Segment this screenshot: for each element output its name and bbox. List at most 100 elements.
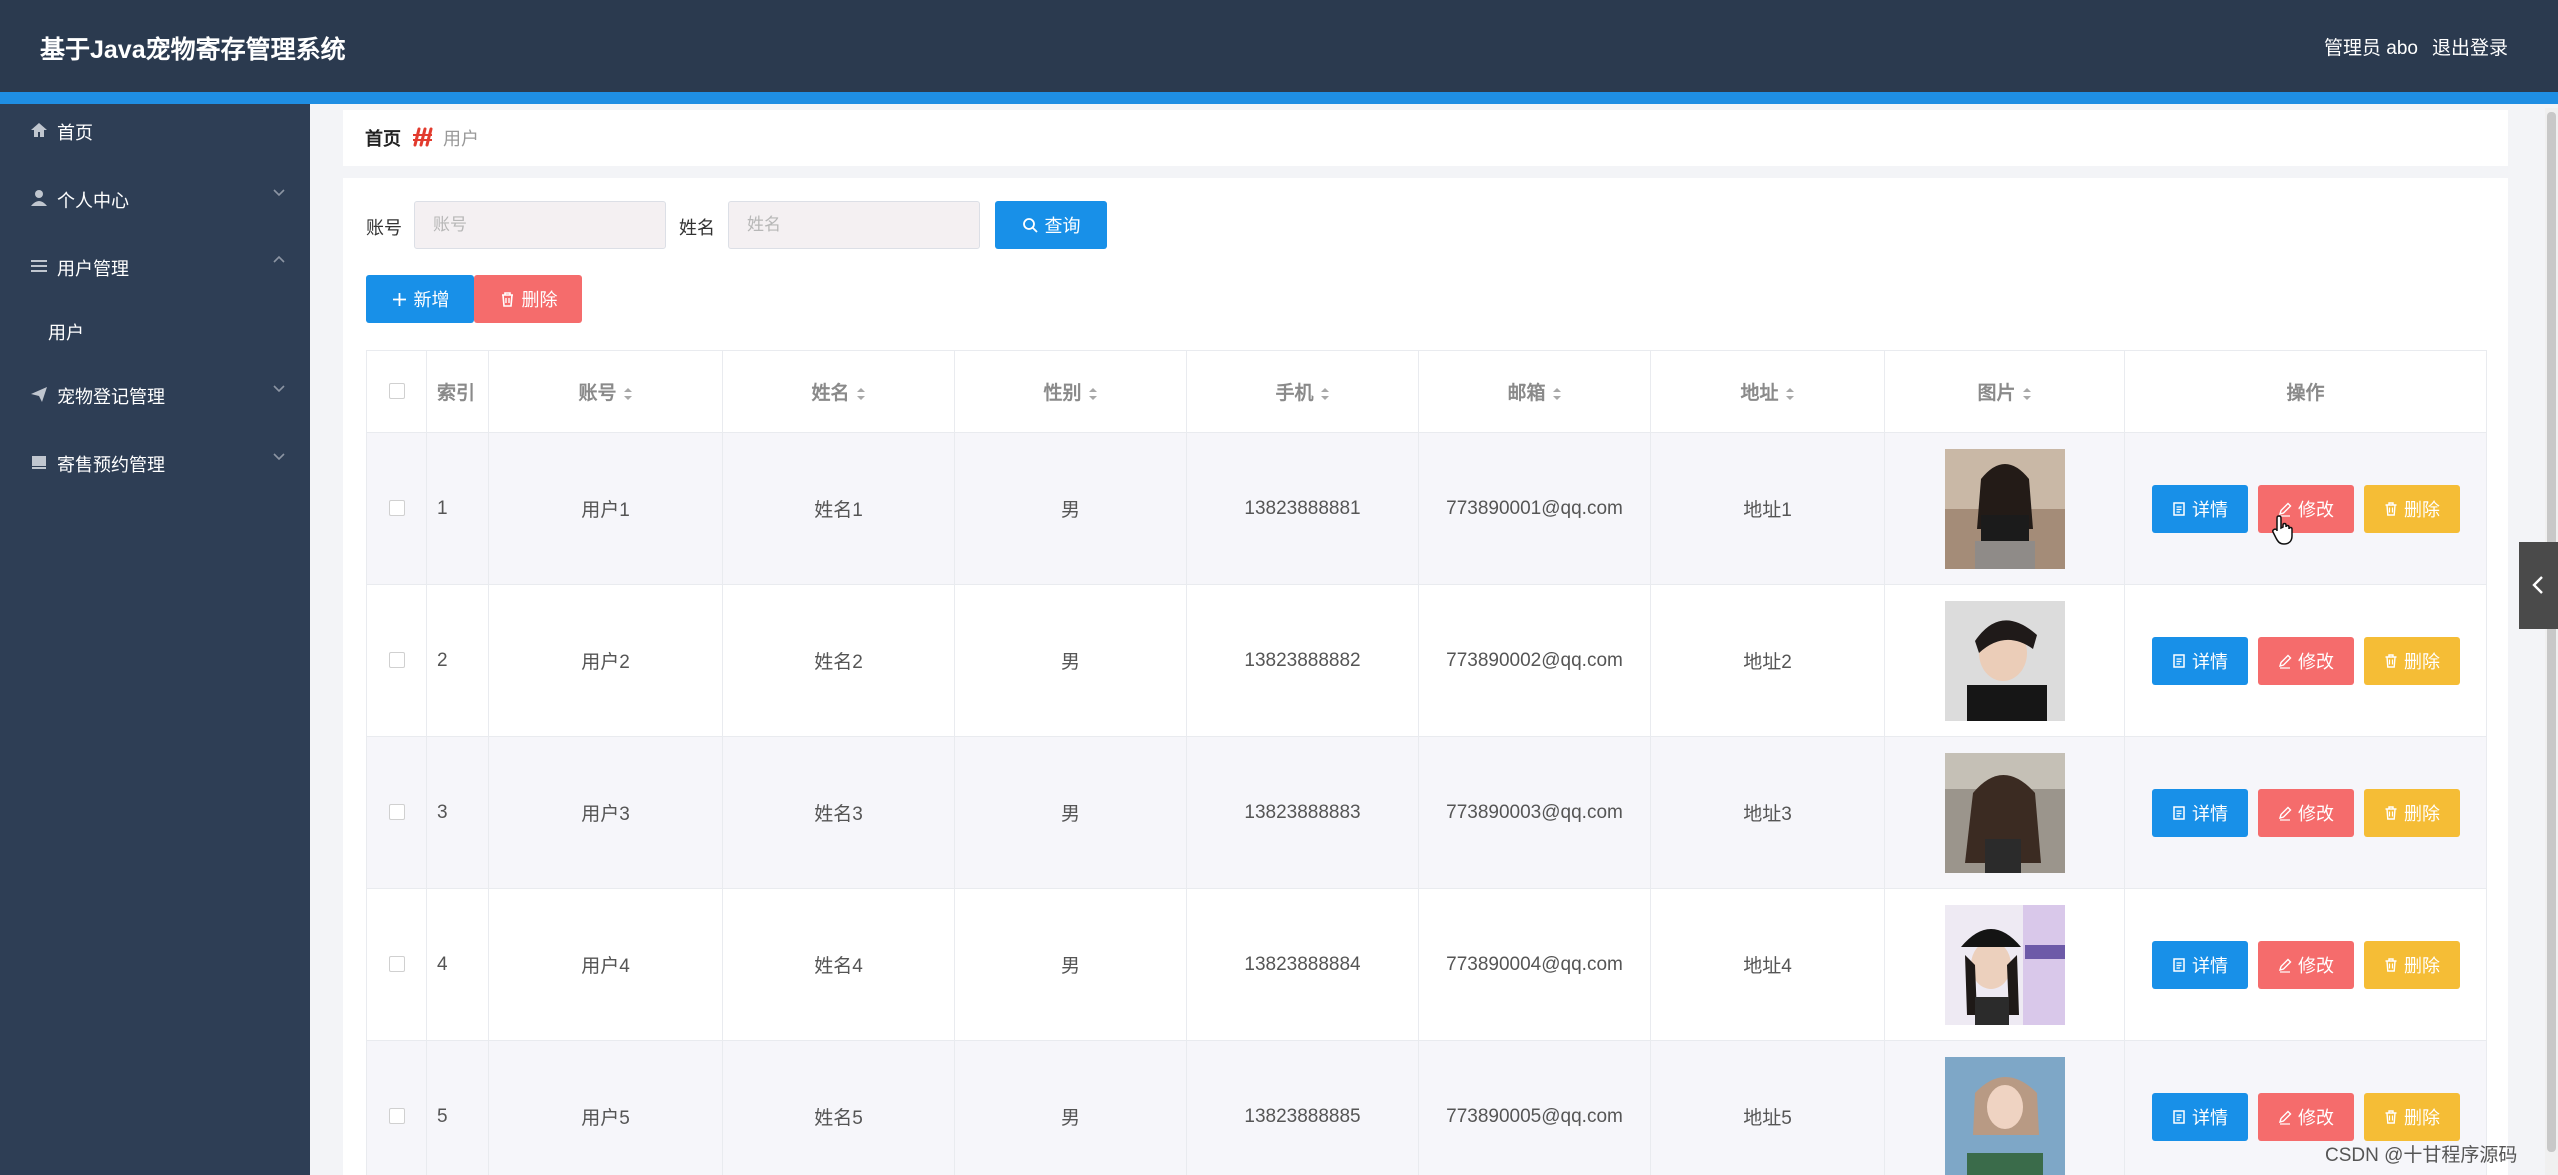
row-checkbox[interactable] (388, 1108, 405, 1125)
table-row[interactable]: 4 用户4 姓名4 男 13823888884 773890004@qq.com 地址4 详情… (366, 888, 2487, 1041)
edit-button-label: 修改 (2298, 955, 2334, 976)
header-gender[interactable]: 性别 (954, 350, 1187, 433)
edit-button[interactable]: 修改 (2257, 1092, 2354, 1141)
sidebar-item-pet-registration[interactable]: 宠物登记管理 (0, 370, 310, 420)
cell-email: 773890001@qq.com (1418, 432, 1651, 585)
sort-icon (1088, 387, 1097, 400)
query-button-label: 查询 (1044, 216, 1081, 236)
row-checkbox[interactable] (388, 652, 405, 669)
cell-email: 773890005@qq.com (1418, 1040, 1651, 1175)
cell-account: 用户3 (488, 736, 723, 889)
cell-gender: 男 (954, 584, 1187, 737)
sidebar-item-user-management[interactable]: 用户管理 (0, 242, 310, 292)
detail-button[interactable]: 详情 (2151, 636, 2248, 685)
cell-address: 地址5 (1650, 1040, 1885, 1175)
table-row[interactable]: 2 用户2 姓名2 男 13823888882 773890002@qq.com 地址2 详情… (366, 584, 2487, 737)
detail-button[interactable]: 详情 (2151, 484, 2248, 533)
edit-button[interactable]: 修改 (2257, 636, 2354, 685)
sidebar-subitem-users[interactable]: 用户 (0, 306, 310, 356)
sidebar-item-label: 寄售预约管理 (57, 455, 165, 475)
user-photo[interactable] (1944, 752, 2065, 873)
row-select-cell (366, 736, 427, 889)
header-actions: 操作 (2124, 350, 2487, 433)
detail-button[interactable]: 详情 (2151, 1092, 2248, 1141)
sidebar-item-home[interactable]: 首页 (0, 106, 310, 156)
user-photo[interactable] (1944, 600, 2065, 721)
edit-icon (2278, 958, 2292, 973)
query-button[interactable]: 查询 (995, 201, 1107, 249)
header-index: 索引 (426, 350, 489, 433)
sort-icon (1320, 387, 1329, 400)
delete-button-label: 删除 (2404, 955, 2440, 976)
edit-button-label: 修改 (2298, 1107, 2334, 1128)
cell-address: 地址4 (1650, 888, 1885, 1041)
detail-button[interactable]: 详情 (2151, 788, 2248, 837)
cell-gender: 男 (954, 888, 1187, 1041)
header-name[interactable]: 姓名 (722, 350, 955, 433)
plus-icon (392, 292, 406, 306)
edit-icon (2278, 502, 2292, 517)
delete-button[interactable]: 删除 (2363, 1092, 2460, 1141)
cell-index: 5 (426, 1040, 489, 1175)
table-body: 1 用户1 姓名1 男 13823888881 773890001@qq.com 地址1 详情… (366, 432, 2487, 1175)
sidebar-item-consignment[interactable]: 寄售预约管理 (0, 438, 310, 488)
document-icon (2173, 501, 2185, 516)
scrollbar-thumb[interactable] (2547, 112, 2556, 1152)
row-checkbox[interactable] (388, 500, 405, 517)
row-checkbox[interactable] (388, 804, 405, 821)
breadcrumb-home[interactable]: 首页 (365, 129, 401, 149)
name-search-input[interactable] (728, 201, 980, 249)
user-photo[interactable] (1944, 904, 2065, 1025)
add-button[interactable]: 新增 (366, 275, 474, 323)
header-account[interactable]: 账号 (488, 350, 723, 433)
delete-button[interactable]: 删除 (2363, 788, 2460, 837)
cell-name: 姓名1 (722, 432, 955, 585)
chevron-left-icon (2532, 576, 2543, 594)
trash-icon (501, 291, 513, 307)
collapse-panel-tab[interactable] (2519, 542, 2558, 629)
table-row[interactable]: 1 用户1 姓名1 男 13823888881 773890001@qq.com 地址1 详情… (366, 432, 2487, 585)
sidebar-item-label: 首页 (57, 123, 93, 143)
row-select-cell (366, 584, 427, 737)
cell-actions: 详情 修改 删除 (2124, 1040, 2487, 1175)
sidebar-item-label: 个人中心 (57, 191, 129, 211)
delete-button-label: 删除 (2404, 803, 2440, 824)
delete-button-label: 删除 (2404, 651, 2440, 672)
header-address[interactable]: 地址 (1650, 350, 1885, 433)
sidebar-item-profile[interactable]: 个人中心 (0, 174, 310, 224)
table-row[interactable]: 5 用户5 姓名5 男 13823888885 773890005@qq.com 地址5 详情… (366, 1040, 2487, 1175)
delete-button[interactable]: 删除 (2363, 940, 2460, 989)
detail-button[interactable]: 详情 (2151, 940, 2248, 989)
user-photo[interactable] (1944, 1056, 2065, 1175)
cell-actions: 详情 修改 删除 (2124, 736, 2487, 889)
user-photo[interactable] (1944, 448, 2065, 569)
delete-button[interactable]: 删除 (2363, 636, 2460, 685)
cell-email: 773890002@qq.com (1418, 584, 1651, 737)
edit-button[interactable]: 修改 (2257, 940, 2354, 989)
document-icon (2173, 957, 2185, 972)
table-row[interactable]: 3 用户3 姓名3 男 13823888883 773890003@qq.com 地址3 详情… (366, 736, 2487, 889)
cell-image (1884, 584, 2125, 737)
search-icon (1022, 217, 1038, 233)
header-image[interactable]: 图片 (1884, 350, 2125, 433)
select-all-checkbox[interactable] (388, 383, 405, 400)
header-email[interactable]: 邮箱 (1418, 350, 1651, 433)
document-icon (2173, 805, 2185, 820)
sort-icon (2022, 387, 2031, 400)
header-phone[interactable]: 手机 (1186, 350, 1419, 433)
row-select-cell (366, 888, 427, 1041)
row-checkbox[interactable] (388, 956, 405, 973)
edit-button[interactable]: 修改 (2257, 484, 2354, 533)
edit-button-label: 修改 (2298, 499, 2334, 520)
cell-gender: 男 (954, 1040, 1187, 1175)
cell-image (1884, 432, 2125, 585)
cell-phone: 13823888881 (1186, 432, 1419, 585)
delete-button-label: 删除 (2404, 499, 2440, 520)
send-icon (31, 387, 47, 402)
batch-delete-button[interactable]: 删除 (474, 275, 582, 323)
logout-link[interactable]: 退出登录 (2431, 38, 2508, 59)
cell-address: 地址3 (1650, 736, 1885, 889)
delete-button[interactable]: 删除 (2363, 484, 2460, 533)
account-search-input[interactable] (414, 201, 666, 249)
edit-button[interactable]: 修改 (2257, 788, 2354, 837)
